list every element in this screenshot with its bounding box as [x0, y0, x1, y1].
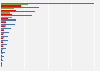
Bar: [1, 28, 10, 29]
Bar: [1, 56, 4, 57]
Bar: [1, 18, 8, 19]
Bar: [1, 17, 12, 18]
Bar: [1, 63, 2, 64]
Bar: [1, 60, 3, 61]
Bar: [1, 24, 15, 25]
Bar: [1, 66, 2, 67]
Bar: [1, 11, 36, 12]
Bar: [1, 52, 5, 53]
Bar: [1, 41, 3, 42]
Bar: [1, 59, 2, 60]
Bar: [1, 32, 9, 33]
Bar: [1, 15, 32, 16]
Bar: [1, 48, 6, 49]
Bar: [1, 36, 8, 37]
Bar: [1, 4, 28, 5]
Bar: [1, 46, 3, 47]
Bar: [1, 62, 2, 63]
Bar: [1, 44, 7, 45]
Bar: [1, 38, 3, 39]
Bar: [1, 21, 6, 22]
Bar: [1, 53, 3, 54]
Bar: [1, 40, 8, 41]
Bar: [1, 64, 2, 66]
Bar: [1, 30, 4, 31]
Bar: [1, 12, 10, 14]
Bar: [1, 7, 40, 8]
Bar: [1, 33, 4, 34]
Bar: [1, 42, 3, 43]
Bar: [1, 50, 2, 52]
Bar: [1, 14, 12, 15]
Bar: [1, 8, 14, 9]
Bar: [1, 29, 4, 30]
Bar: [1, 25, 6, 26]
Bar: [1, 57, 2, 59]
Bar: [1, 3, 94, 4]
Bar: [1, 26, 5, 27]
Bar: [1, 49, 3, 50]
Bar: [1, 37, 4, 38]
Bar: [1, 45, 3, 46]
Bar: [1, 34, 3, 35]
Bar: [1, 22, 6, 23]
Bar: [1, 10, 16, 11]
Bar: [1, 55, 2, 56]
Bar: [1, 5, 21, 7]
Bar: [1, 19, 16, 21]
